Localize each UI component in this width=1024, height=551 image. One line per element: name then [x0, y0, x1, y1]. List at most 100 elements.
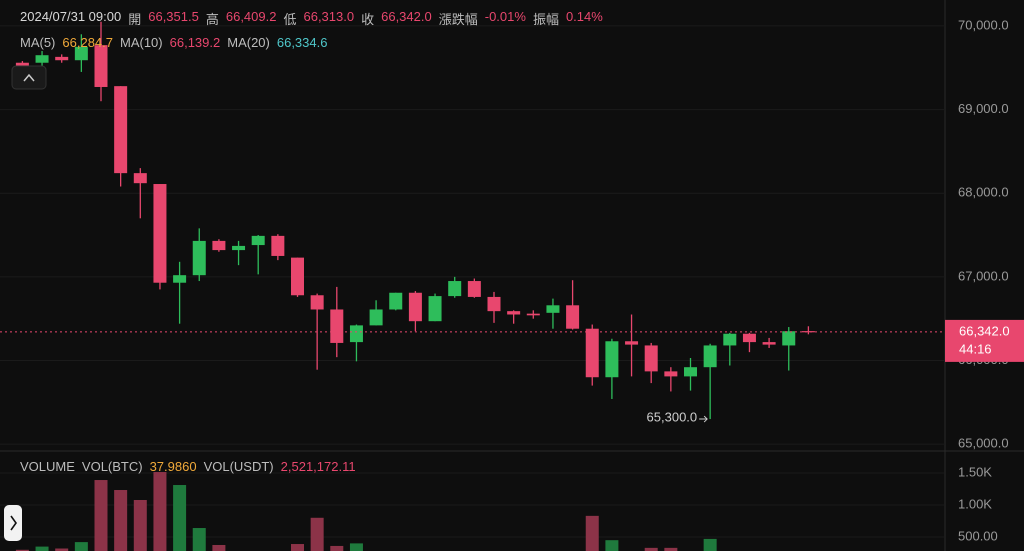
collapse-button[interactable] — [11, 65, 47, 90]
ma-label: MA(10) — [120, 35, 163, 50]
volume-bar — [585, 515, 599, 551]
volume-bar — [35, 546, 49, 551]
header-label: 收 — [361, 12, 375, 27]
candle-body — [526, 313, 540, 316]
volume-bar — [153, 472, 167, 551]
y-tick-label: 70,000.0 — [958, 17, 1009, 32]
candle-body — [291, 257, 304, 296]
candle-body — [723, 333, 737, 346]
volume-value: 37.9860 — [149, 459, 197, 474]
candle-body — [684, 367, 697, 377]
candle-body — [762, 342, 776, 345]
volume-bar — [212, 544, 226, 551]
volume-header: VOLUME VOL(BTC) 37.9860 VOL(USDT) 2,521,172.… — [20, 459, 356, 474]
candle-body — [192, 240, 206, 276]
volume-title: VOLUME — [20, 459, 75, 474]
expand-icon — [10, 515, 17, 531]
candle-body — [349, 325, 363, 343]
candle-body — [782, 331, 796, 346]
volume-bar — [15, 549, 29, 551]
candle-body — [94, 45, 108, 87]
last-price-label: 66,342.0 — [959, 323, 1010, 338]
header-value: 66,351.5 — [148, 9, 199, 24]
candle-body — [232, 245, 246, 251]
candle-body — [487, 296, 501, 312]
candle-body — [173, 275, 187, 283]
header-value: 0.14% — [565, 9, 603, 24]
candle-body — [251, 235, 265, 246]
candle-body — [428, 296, 442, 322]
countdown-label: 44:16 — [959, 341, 992, 356]
candle-body — [801, 331, 815, 333]
ma-value: 66,284.7 — [62, 35, 113, 50]
volume-bar — [330, 545, 344, 551]
candle-body — [448, 281, 462, 297]
header-label: 振幅 — [532, 12, 559, 27]
candle-body — [625, 341, 639, 345]
ma-label: MA(20) — [227, 35, 270, 50]
volume-bar — [173, 485, 187, 551]
candle-body — [585, 328, 599, 378]
y-tick-label: 67,000.0 — [958, 268, 1009, 283]
volume-bar — [605, 540, 619, 551]
expand-tab[interactable] — [4, 505, 22, 541]
header-value: 66,313.0 — [303, 9, 355, 24]
volume-bar — [94, 480, 108, 551]
header-label: 開 — [128, 12, 142, 27]
candle-body — [703, 345, 717, 368]
candle-body — [742, 333, 756, 343]
ma-label: MA(5) — [20, 35, 56, 50]
candle-body — [664, 371, 678, 377]
header-label: 低 — [283, 12, 297, 27]
volume-bar — [192, 528, 206, 551]
candle-body — [408, 292, 422, 322]
collapse-icon — [23, 73, 35, 82]
candle-body — [271, 235, 285, 256]
candle-body — [546, 305, 560, 313]
candle-body — [330, 309, 344, 343]
volume-bar — [664, 547, 678, 551]
volume-bar — [703, 538, 717, 551]
candle-body — [133, 173, 147, 184]
ohlc-header: 2024/07/31 09:00 開 66,351.5 高 66,409.2 低 66,31… — [20, 9, 603, 28]
header-value: -0.01% — [484, 9, 526, 24]
header-value: 66,409.2 — [225, 9, 277, 24]
candle-body — [212, 240, 226, 251]
volume-value: 2,521,172.11 — [280, 459, 356, 474]
last-price-box — [945, 319, 1024, 362]
volume-bar — [310, 517, 324, 551]
candle-body — [467, 281, 481, 297]
candle-body — [15, 62, 29, 67]
volume-bar — [291, 544, 304, 551]
volume-bar — [55, 548, 69, 551]
candle-body — [310, 295, 324, 310]
candle-body — [74, 46, 88, 61]
volume-tick-label: 500.00 — [958, 528, 998, 543]
volume-bar — [114, 490, 128, 551]
annotation-arrow — [699, 415, 708, 423]
header-label: 2024/07/31 09:00 — [20, 9, 122, 24]
candle-body — [389, 292, 403, 310]
candle-body — [605, 341, 619, 378]
candle-body — [35, 55, 49, 63]
header-label: 高 — [205, 12, 219, 27]
y-tick-label: 68,000.0 — [958, 185, 1009, 200]
volume-tick-label: 1.50K — [958, 464, 992, 479]
volume-bar — [133, 499, 147, 551]
volume-bar — [349, 543, 363, 551]
volume-label: VOL(BTC) — [81, 459, 143, 474]
ma-value: 66,334.6 — [276, 35, 328, 50]
header-label: 漲跌幅 — [438, 12, 478, 27]
volume-tick-label: 1.00K — [958, 496, 992, 511]
volume-label: VOL(USDT) — [203, 459, 274, 474]
annotation-label: 65,300.0 — [647, 409, 698, 424]
candle-body — [507, 311, 521, 315]
header-value: 66,342.0 — [381, 9, 432, 24]
candle-body — [566, 305, 580, 329]
candle-body — [644, 345, 658, 372]
candle-body — [369, 309, 383, 326]
volume-bar — [74, 542, 88, 551]
